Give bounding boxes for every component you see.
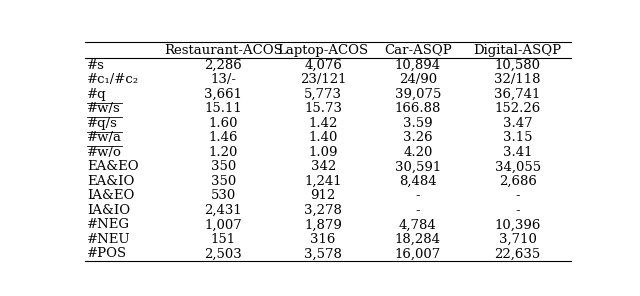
Text: Car-ASQP: Car-ASQP [384, 44, 452, 57]
Text: 1,007: 1,007 [205, 218, 243, 231]
Text: -: - [515, 204, 520, 217]
Text: 10,580: 10,580 [495, 59, 541, 72]
Text: 39,075: 39,075 [395, 88, 441, 101]
Text: 8,484: 8,484 [399, 175, 436, 188]
Text: -: - [415, 189, 420, 202]
Text: #w/s: #w/s [88, 102, 121, 115]
Text: 24/90: 24/90 [399, 73, 437, 86]
Text: 1.60: 1.60 [209, 117, 238, 130]
Text: 1.46: 1.46 [209, 131, 238, 144]
Text: 3,661: 3,661 [205, 88, 243, 101]
Text: 5,773: 5,773 [304, 88, 342, 101]
Text: 10,894: 10,894 [395, 59, 441, 72]
Text: 912: 912 [310, 189, 336, 202]
Text: 1.42: 1.42 [308, 117, 338, 130]
Text: #w/o: #w/o [88, 146, 122, 159]
Text: 316: 316 [310, 233, 336, 246]
Text: 22,635: 22,635 [495, 247, 541, 260]
Text: 1,879: 1,879 [304, 218, 342, 231]
Text: IA&EO: IA&EO [88, 189, 135, 202]
Text: 530: 530 [211, 189, 236, 202]
Text: #NEU: #NEU [88, 233, 131, 246]
Text: 2,503: 2,503 [205, 247, 243, 260]
Text: #c₁/#c₂: #c₁/#c₂ [88, 73, 140, 86]
Text: 34,055: 34,055 [495, 160, 541, 173]
Text: 15.11: 15.11 [205, 102, 243, 115]
Text: 350: 350 [211, 160, 236, 173]
Text: 30,591: 30,591 [395, 160, 441, 173]
Text: 4,784: 4,784 [399, 218, 436, 231]
Text: #q: #q [88, 88, 107, 101]
Text: 350: 350 [211, 175, 236, 188]
Text: #POS: #POS [88, 247, 127, 260]
Text: 1,241: 1,241 [305, 175, 342, 188]
Text: 3.47: 3.47 [503, 117, 532, 130]
Text: Laptop-ACOS: Laptop-ACOS [278, 44, 369, 57]
Text: EA&EO: EA&EO [88, 160, 139, 173]
Text: 2,286: 2,286 [205, 59, 243, 72]
Text: 18,284: 18,284 [395, 233, 441, 246]
Text: 342: 342 [310, 160, 336, 173]
Text: 1.40: 1.40 [308, 131, 338, 144]
Text: #s: #s [88, 59, 106, 72]
Text: 1.20: 1.20 [209, 146, 238, 159]
Text: EA&IO: EA&IO [88, 175, 135, 188]
Text: Digital-ASQP: Digital-ASQP [474, 44, 562, 57]
Text: 10,396: 10,396 [494, 218, 541, 231]
Text: 3.59: 3.59 [403, 117, 433, 130]
Text: -: - [415, 204, 420, 217]
Text: #q/s: #q/s [88, 117, 118, 130]
Text: 152.26: 152.26 [495, 102, 541, 115]
Text: 3.15: 3.15 [503, 131, 532, 144]
Text: 4,076: 4,076 [304, 59, 342, 72]
Text: 32/118: 32/118 [494, 73, 541, 86]
Text: #NEG: #NEG [88, 218, 131, 231]
Text: 151: 151 [211, 233, 236, 246]
Text: 3,278: 3,278 [304, 204, 342, 217]
Text: 2,431: 2,431 [205, 204, 243, 217]
Text: #w/a: #w/a [88, 131, 122, 144]
Text: 36,741: 36,741 [494, 88, 541, 101]
Text: 15.73: 15.73 [304, 102, 342, 115]
Text: 3.26: 3.26 [403, 131, 433, 144]
Text: -: - [515, 189, 520, 202]
Text: IA&IO: IA&IO [88, 204, 131, 217]
Text: 1.09: 1.09 [308, 146, 338, 159]
Text: Restaurant-ACOS: Restaurant-ACOS [164, 44, 283, 57]
Text: 2,686: 2,686 [499, 175, 536, 188]
Text: 4.20: 4.20 [403, 146, 433, 159]
Text: 3.41: 3.41 [503, 146, 532, 159]
Text: 3,578: 3,578 [304, 247, 342, 260]
Text: 166.88: 166.88 [395, 102, 441, 115]
Text: 13/-: 13/- [211, 73, 237, 86]
Text: 3,710: 3,710 [499, 233, 536, 246]
Text: 23/121: 23/121 [300, 73, 346, 86]
Text: 16,007: 16,007 [395, 247, 441, 260]
